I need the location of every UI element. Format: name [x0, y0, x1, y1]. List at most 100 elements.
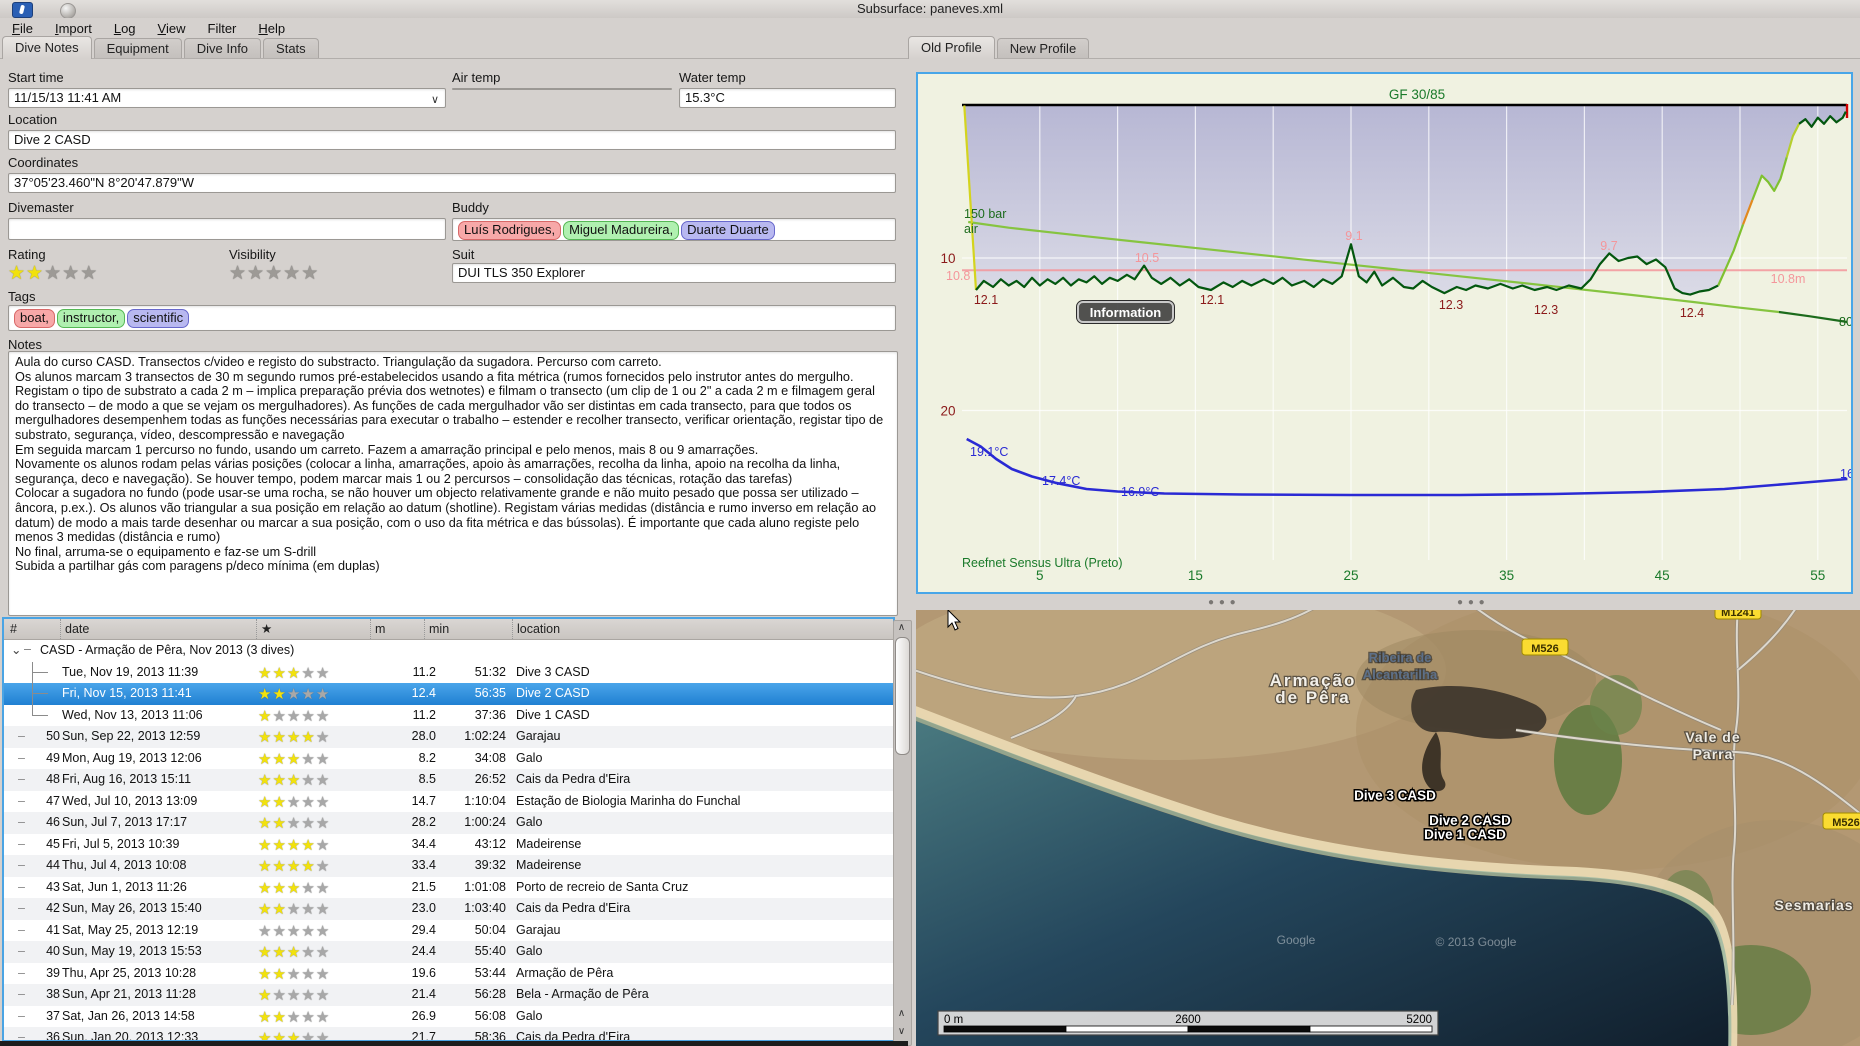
svg-text:12.4: 12.4: [1680, 306, 1704, 320]
tag-pill: instructor,: [56, 309, 126, 328]
column-header-num[interactable]: #: [10, 622, 17, 636]
svg-text:9.1: 9.1: [1345, 229, 1362, 243]
star-icon: ★: [301, 263, 320, 284]
svg-text:12.3: 12.3: [1534, 303, 1558, 317]
suit-input[interactable]: DUI TLS 350 Explorer: [452, 263, 896, 283]
menu-file[interactable]: File: [12, 20, 33, 36]
menu-view[interactable]: View: [157, 20, 186, 36]
svg-text:5200: 5200: [1406, 1014, 1432, 1026]
map-label: Armação de Pêra: [1270, 671, 1357, 707]
table-row[interactable]: –50 Sun, Sep 22, 2013 12:59 ★★★★★ 28.0 1:02:…: [4, 726, 893, 748]
tab-equipment[interactable]: Equipment: [93, 38, 182, 59]
table-row[interactable]: –46 Sun, Jul 7, 2013 17:17 ★★★★★ 28.2 1:00:2…: [4, 812, 893, 834]
table-row[interactable]: Wed, Nov 13, 2013 11:06 ★★★★★ 11.2 37:36 Div…: [4, 704, 893, 726]
svg-text:35: 35: [1499, 568, 1514, 583]
svg-text:45: 45: [1655, 568, 1670, 583]
buddy-pill: Luís Rodrigues,: [458, 221, 562, 240]
star-icon: ★: [8, 263, 27, 284]
scroll-up-icon[interactable]: ∧: [897, 622, 906, 633]
svg-text:80: 80: [1839, 315, 1851, 329]
rating-stars[interactable]: ★★★★★: [8, 264, 98, 283]
coordinates-input[interactable]: 37°05'23.460"N 8°20'47.879"W: [8, 173, 896, 193]
table-row[interactable]: –43 Sat, Jun 1, 2013 11:26 ★★★★★ 21.5 1:01:0…: [4, 876, 893, 898]
app-icon: [12, 2, 33, 18]
svg-text:17.4°C: 17.4°C: [1042, 474, 1080, 488]
tab-stats[interactable]: Stats: [263, 38, 319, 59]
information-tooltip[interactable]: Information: [1076, 300, 1175, 324]
map-label: Google: [1277, 933, 1316, 947]
divemaster-input[interactable]: [8, 218, 446, 240]
table-row[interactable]: –39 Thu, Apr 25, 2013 10:28 ★★★★★ 19.6 53:44…: [4, 962, 893, 984]
dive-site-map[interactable]: Armação de Pêra Ribeira de Alcantarilha Vale…: [916, 610, 1860, 1046]
coordinates-label: Coordinates: [8, 155, 79, 170]
rating-label: Rating: [8, 247, 46, 262]
column-header-date[interactable]: date: [60, 619, 255, 639]
menu-log[interactable]: Log: [113, 20, 136, 36]
column-header-stars[interactable]: ★: [256, 619, 371, 639]
svg-text:2600: 2600: [1175, 1014, 1201, 1026]
titlebar-ball-icon: [60, 3, 76, 19]
table-row[interactable]: –40 Sun, May 19, 2013 15:53 ★★★★★ 24.4 55:40…: [4, 941, 893, 963]
svg-text:9.7: 9.7: [1600, 239, 1617, 253]
star-icon: ★: [80, 263, 99, 284]
menu-import[interactable]: Import: [54, 20, 92, 36]
horizontal-splitter[interactable]: ● ● ● ● ● ●: [916, 594, 1860, 610]
tab-new-profile[interactable]: New Profile: [996, 38, 1090, 59]
svg-text:10: 10: [940, 251, 955, 266]
start-time-combo[interactable]: 11/15/13 11:41 AM ∨: [8, 88, 446, 108]
map-label: Dive 2 CASD: [1429, 813, 1511, 828]
table-row[interactable]: –37 Sat, Jan 26, 2013 14:58 ★★★★★ 26.9 56:08…: [4, 1005, 893, 1027]
dive-profile-chart: GF 30/85 Reefnet Sensus Ultra (Preto) 5 15 2…: [916, 72, 1853, 594]
scroll-up2-icon[interactable]: ∧: [897, 1008, 906, 1019]
column-header-m[interactable]: m: [370, 619, 425, 639]
tab-old-profile[interactable]: Old Profile: [908, 36, 995, 59]
svg-text:20: 20: [940, 404, 955, 419]
table-row[interactable]: –47 Wed, Jul 10, 2013 13:09 ★★★★★ 14.7 1:10:…: [4, 790, 893, 812]
notes-textarea[interactable]: Aula do curso CASD. Transectos c/video e…: [8, 351, 898, 616]
menu-help[interactable]: Help: [258, 20, 286, 36]
map-label: Sesmarias: [1774, 897, 1853, 913]
trip-group-row[interactable]: ⌄ – CASD - Armação de Pêra, Nov 2013 (3 …: [4, 640, 893, 662]
column-header-location[interactable]: location: [512, 619, 887, 639]
svg-text:GF 30/85: GF 30/85: [1389, 87, 1445, 102]
tab-dive-notes[interactable]: Dive Notes: [2, 36, 92, 59]
visibility-stars[interactable]: ★★★★★: [229, 264, 319, 283]
location-input[interactable]: Dive 2 CASD: [8, 130, 896, 150]
dive-list: # date ★ m min location ⌄ – CASD - Armação de…: [2, 617, 895, 1042]
table-row[interactable]: Fri, Nov 15, 2013 11:41 ★★★★★ 12.4 56:35 Div…: [4, 683, 893, 705]
tab-dive-info[interactable]: Dive Info: [183, 38, 262, 59]
table-row[interactable]: –36 Sun, Jan 20, 2013 12:33 ★★★★★ 21.7 58:36…: [4, 1027, 893, 1040]
dropdown-arrow-icon[interactable]: ∨: [430, 94, 439, 106]
bottom-edge-bar: [0, 1041, 908, 1046]
dive-list-header[interactable]: # date ★ m min location: [4, 619, 893, 640]
scroll-down-icon[interactable]: ∨: [897, 1026, 906, 1037]
tags-input[interactable]: boat, instructor, scientific: [8, 305, 896, 331]
mouse-cursor: [947, 610, 962, 631]
water-temp-input[interactable]: 15.3°C: [679, 88, 896, 108]
table-row[interactable]: –45 Fri, Jul 5, 2013 10:39 ★★★★★ 34.4 43:12 M…: [4, 833, 893, 855]
buddy-label: Buddy: [452, 200, 489, 215]
dive-list-scrollbar[interactable]: ∧ ∧ ∨: [893, 620, 912, 1046]
air-temp-input[interactable]: [452, 88, 672, 90]
map-label: Dive 1 CASD: [1424, 827, 1506, 842]
visibility-label: Visibility: [229, 247, 276, 262]
table-row[interactable]: Tue, Nov 19, 2013 11:39 ★★★★★ 11.2 51:32 Div…: [4, 661, 893, 683]
table-row[interactable]: –42 Sun, May 26, 2013 15:40 ★★★★★ 23.0 1:03:…: [4, 898, 893, 920]
svg-text:10.5: 10.5: [1135, 251, 1159, 265]
tags-label: Tags: [8, 289, 36, 304]
table-row[interactable]: –44 Thu, Jul 4, 2013 10:08 ★★★★★ 33.4 39:32 M…: [4, 855, 893, 877]
road-badge: M526: [1832, 817, 1860, 829]
menu-filter[interactable]: Filter: [207, 20, 237, 36]
column-header-min[interactable]: min: [424, 619, 513, 639]
svg-text:55: 55: [1810, 568, 1825, 583]
buddy-input[interactable]: Luís Rodrigues, Miguel Madureira, Duarte D…: [452, 218, 896, 241]
table-row[interactable]: –49 Mon, Aug 19, 2013 12:06 ★★★★★ 8.2 34:08 G…: [4, 747, 893, 769]
water-temp-label: Water temp: [679, 70, 746, 85]
table-row[interactable]: –48 Fri, Aug 16, 2013 15:11 ★★★★★ 8.5 26:52 C…: [4, 769, 893, 791]
table-row[interactable]: –38 Sun, Apr 21, 2013 11:28 ★★★★★ 21.4 56:28…: [4, 984, 893, 1006]
table-row[interactable]: –41 Sat, May 25, 2013 12:19 ★★★★★ 29.4 50:04…: [4, 919, 893, 941]
profile-tab-bar: Old Profile New Profile: [908, 36, 1091, 59]
scrollbar-thumb[interactable]: [895, 637, 910, 755]
collapse-icon[interactable]: ⌄: [11, 643, 22, 657]
